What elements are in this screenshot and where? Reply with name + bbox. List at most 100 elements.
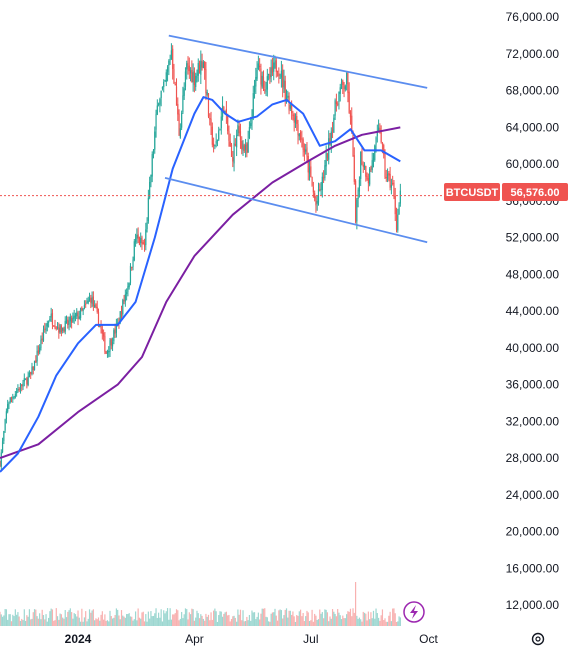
volume-bar: [31, 618, 33, 626]
volume-bar: [63, 618, 65, 626]
volume-bar: [117, 609, 119, 626]
volume-bar: [354, 582, 357, 626]
candle-body: [17, 389, 19, 391]
volume-bar: [282, 618, 284, 626]
candle-body: [255, 76, 257, 87]
volume-bar: [110, 616, 112, 626]
candle-body: [101, 329, 103, 334]
candle-body: [181, 112, 183, 128]
volume-bar: [192, 609, 194, 626]
volume-bar: [123, 616, 125, 626]
volume-bar: [292, 611, 294, 626]
candle-body: [123, 300, 125, 302]
candle-body: [72, 317, 74, 322]
candle-body: [65, 319, 68, 321]
volume-bar: [243, 621, 245, 626]
candle-body: [379, 128, 381, 131]
volume-bar: [215, 611, 217, 626]
candle-body: [282, 69, 284, 88]
volume-bar: [294, 621, 297, 626]
candle-body: [45, 327, 47, 331]
candle-body: [259, 65, 261, 68]
volume-layer: [0, 582, 401, 626]
candle-body: [270, 67, 272, 77]
candle-body: [357, 189, 359, 199]
candle-body: [198, 64, 201, 74]
candle-body: [220, 116, 222, 129]
volume-bar: [221, 616, 224, 626]
volume-bar: [69, 608, 71, 626]
volume-bar: [109, 610, 111, 626]
candle-body: [349, 113, 352, 118]
candle-body: [97, 312, 100, 327]
volume-bar: [136, 620, 138, 626]
price-axis[interactable]: 12,000.00 16,000.00 20,000.00 24,000.00 28,0…: [506, 10, 560, 612]
candle-body: [60, 325, 62, 333]
candle-body: [380, 132, 382, 143]
candle-body: [348, 91, 350, 113]
candle-body: [398, 204, 400, 215]
candle-body: [5, 411, 7, 419]
volume-bar: [234, 617, 236, 626]
volume-bar: [5, 609, 7, 626]
candle-body: [250, 123, 252, 127]
candle-body: [150, 174, 152, 183]
volume-bar: [138, 617, 141, 626]
candle-body: [129, 265, 132, 283]
volume-bar: [163, 610, 165, 626]
candle-body: [274, 61, 276, 65]
candle-body: [205, 69, 207, 94]
volume-bar: [8, 614, 10, 626]
volume-bar: [113, 617, 115, 626]
volume-bar: [108, 621, 110, 626]
volume-bar: [26, 615, 28, 626]
candle-body: [242, 143, 244, 151]
volume-bar: [257, 612, 259, 626]
volume-bar: [230, 618, 233, 626]
candle-body: [384, 153, 386, 178]
candle-body: [106, 350, 109, 355]
candle-body: [225, 108, 227, 115]
volume-bar: [315, 615, 317, 626]
volume-bar: [10, 621, 13, 626]
volume-bar: [21, 618, 23, 626]
volume-bar: [44, 619, 46, 626]
candle-body: [314, 193, 316, 199]
volume-bar: [133, 619, 135, 626]
volume-bar: [323, 618, 325, 626]
volume-bar: [319, 609, 321, 626]
volume-bar: [337, 609, 339, 626]
lightning-button[interactable]: [403, 601, 425, 623]
candle-body: [59, 324, 61, 333]
volume-bar: [250, 620, 252, 626]
candle-body: [104, 335, 106, 352]
volume-bar: [81, 608, 83, 626]
volume-bar: [100, 614, 102, 626]
candle-body: [36, 350, 38, 362]
candle-body: [137, 234, 139, 239]
candle-body: [13, 397, 15, 399]
axis-settings-button[interactable]: [531, 632, 545, 646]
candle-body: [147, 197, 149, 222]
candle-body: [114, 329, 116, 334]
candle-body: [375, 137, 377, 145]
candle-body: [210, 118, 212, 127]
candle-body: [361, 150, 363, 164]
time-tick-label: Oct: [419, 632, 438, 646]
candle-body: [378, 127, 380, 132]
volume-bar: [335, 616, 337, 626]
volume-bar: [128, 613, 130, 626]
candle-body: [320, 188, 322, 190]
volume-bar: [241, 620, 243, 626]
price-tick-label: 40,000.00: [506, 341, 560, 355]
price-tick-label: 28,000.00: [506, 451, 560, 465]
volume-bar: [228, 614, 230, 626]
candle-body: [269, 74, 271, 79]
candle-body: [79, 308, 82, 318]
time-axis[interactable]: 2024 Apr Jul Oct: [65, 632, 439, 646]
volume-bar: [352, 608, 354, 626]
volume-bar: [256, 616, 258, 626]
price-tick-label: 76,000.00: [506, 10, 560, 24]
